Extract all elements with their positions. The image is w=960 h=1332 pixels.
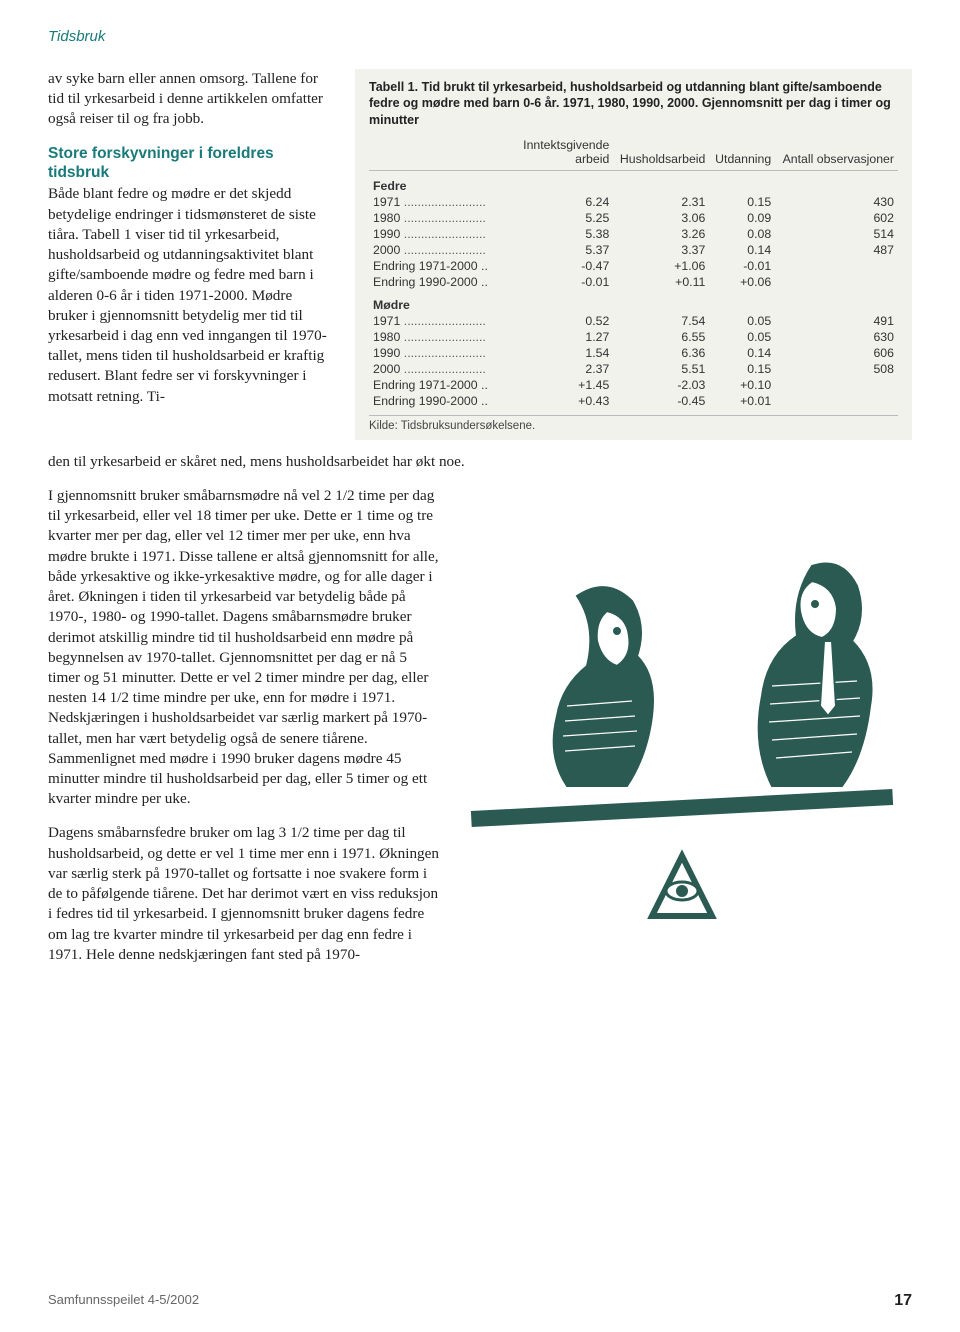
- cell: 630: [775, 329, 898, 345]
- row-label: 1971: [369, 313, 495, 329]
- row-label: 2000: [369, 361, 495, 377]
- row-label: 1980: [369, 329, 495, 345]
- cell: 6.24: [495, 194, 613, 210]
- cell: 0.05: [709, 329, 775, 345]
- cell: 0.14: [709, 345, 775, 361]
- cell: +0.01: [709, 393, 775, 409]
- row-label: 1980: [369, 210, 495, 226]
- cell: -0.01: [495, 274, 613, 290]
- table-row: 19901.546.360.14606: [369, 345, 898, 361]
- table-row: Endring 1990-2000 ..+0.43-0.45+0.01: [369, 393, 898, 409]
- cell: 491: [775, 313, 898, 329]
- cell: [775, 377, 898, 393]
- footer-issue: Samfunnsspeilet 4-5/2002: [48, 1292, 199, 1310]
- cell: 1.54: [495, 345, 613, 361]
- table-row: 20002.375.510.15508: [369, 361, 898, 377]
- row-label: Endring 1990-2000 ..: [369, 274, 495, 290]
- cell: 3.26: [613, 226, 709, 242]
- subhead-shifts: Store forskyvninger i foreldres tidsbruk: [48, 144, 333, 183]
- cell: 5.51: [613, 361, 709, 377]
- table-row: Endring 1971-2000 ..+1.45-2.03+0.10: [369, 377, 898, 393]
- table-row: 20005.373.370.14487: [369, 242, 898, 258]
- table-row: 19805.253.060.09602: [369, 210, 898, 226]
- para-shifts: Både blant fedre og mødre er det skjedd …: [48, 184, 333, 406]
- cell: [775, 393, 898, 409]
- cell: 514: [775, 226, 898, 242]
- cell: 0.15: [709, 361, 775, 377]
- left-column: av syke barn eller annen omsorg. Tallene…: [48, 69, 333, 454]
- table-1: Tabell 1. Tid brukt til yrkesarbeid, hus…: [355, 69, 912, 440]
- table-section-label: Mødre: [369, 290, 898, 313]
- cell: +1.06: [613, 258, 709, 274]
- cell: 487: [775, 242, 898, 258]
- table-row: Endring 1990-2000 ..-0.01+0.11+0.06: [369, 274, 898, 290]
- illustration-seesaw: [452, 486, 912, 966]
- row-label: Endring 1971-2000 ..: [369, 258, 495, 274]
- col-household: Husholdsarbeid: [613, 134, 709, 171]
- flow-text: I gjennomsnitt bruker småbarnsmødre nå v…: [48, 486, 912, 979]
- table-title: Tabell 1. Tid brukt til yrkesarbeid, hus…: [369, 79, 898, 128]
- table-row: Endring 1971-2000 ..-0.47+1.06-0.01: [369, 258, 898, 274]
- cell: 1.27: [495, 329, 613, 345]
- cell: 7.54: [613, 313, 709, 329]
- cell: 602: [775, 210, 898, 226]
- row-label: 1971: [369, 194, 495, 210]
- cell: +0.10: [709, 377, 775, 393]
- cell: 508: [775, 361, 898, 377]
- cell: -0.45: [613, 393, 709, 409]
- col-education: Utdanning: [709, 134, 775, 171]
- cell: -0.01: [709, 258, 775, 274]
- cell: +0.43: [495, 393, 613, 409]
- cell: +0.11: [613, 274, 709, 290]
- page-number: 17: [894, 1292, 912, 1310]
- cell: 6.55: [613, 329, 709, 345]
- footer: Samfunnsspeilet 4-5/2002 17: [48, 1292, 912, 1310]
- cell: -2.03: [613, 377, 709, 393]
- cell: [775, 274, 898, 290]
- cell: 606: [775, 345, 898, 361]
- cell: 2.31: [613, 194, 709, 210]
- cell: 0.09: [709, 210, 775, 226]
- cell: 5.37: [495, 242, 613, 258]
- cell: [775, 258, 898, 274]
- para-continuation: den til yrkesarbeid er skåret ned, mens …: [48, 452, 912, 472]
- cell: 430: [775, 194, 898, 210]
- cell: 0.05: [709, 313, 775, 329]
- para-intro: av syke barn eller annen omsorg. Tallene…: [48, 69, 333, 130]
- cell: 5.38: [495, 226, 613, 242]
- table-row: 19801.276.550.05630: [369, 329, 898, 345]
- row-label: 1990: [369, 345, 495, 361]
- running-head: Tidsbruk: [48, 28, 912, 45]
- col-obs: Antall observasjoner: [775, 134, 898, 171]
- table-row: 19716.242.310.15430: [369, 194, 898, 210]
- row-label: 1990: [369, 226, 495, 242]
- data-table: Inntektsgivende arbeid Husholdsarbeid Ut…: [369, 134, 898, 409]
- cell: +0.06: [709, 274, 775, 290]
- cell: 2.37: [495, 361, 613, 377]
- cell: 0.14: [709, 242, 775, 258]
- table-source: Kilde: Tidsbruksundersøkelsene.: [369, 415, 898, 432]
- cell: 0.52: [495, 313, 613, 329]
- table-row: 19905.383.260.08514: [369, 226, 898, 242]
- row-label: Endring 1990-2000 ..: [369, 393, 495, 409]
- table-section-label: Fedre: [369, 170, 898, 194]
- cell: -0.47: [495, 258, 613, 274]
- col-blank: [369, 134, 495, 171]
- col-income: Inntektsgivende arbeid: [495, 134, 613, 171]
- cell: 5.25: [495, 210, 613, 226]
- cell: 3.06: [613, 210, 709, 226]
- cell: +1.45: [495, 377, 613, 393]
- table-row: 19710.527.540.05491: [369, 313, 898, 329]
- cell: 3.37: [613, 242, 709, 258]
- cell: 6.36: [613, 345, 709, 361]
- cell: 0.08: [709, 226, 775, 242]
- row-label: Endring 1971-2000 ..: [369, 377, 495, 393]
- cell: 0.15: [709, 194, 775, 210]
- right-column: Tabell 1. Tid brukt til yrkesarbeid, hus…: [355, 69, 912, 454]
- row-label: 2000: [369, 242, 495, 258]
